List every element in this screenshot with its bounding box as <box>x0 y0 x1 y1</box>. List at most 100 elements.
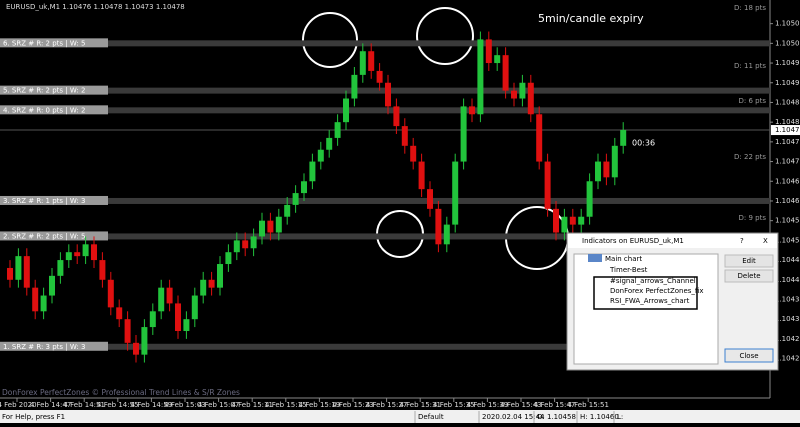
candle-body <box>91 244 97 261</box>
selection-box <box>593 276 698 310</box>
zone-band <box>0 197 770 204</box>
tree-icon <box>588 254 602 262</box>
tree-item[interactable]: Timer-Best <box>609 266 648 274</box>
dialog-titlebar <box>568 234 777 248</box>
candle-body <box>385 82 391 107</box>
zone-label: 3. SRZ # R: 1 pts | W: 3 <box>3 197 85 205</box>
candle-body <box>166 287 173 304</box>
status-field: Default <box>418 413 444 421</box>
y-tick-label: 1.10480 <box>775 118 800 126</box>
zone-band <box>0 343 770 350</box>
close-icon[interactable]: X <box>763 237 768 245</box>
y-tick-label: 1.10500 <box>775 39 800 47</box>
x-tick-label: 4 Feb 14:51 <box>63 401 104 409</box>
candle-body <box>233 240 240 253</box>
candle-body <box>124 319 131 343</box>
tree-item[interactable]: #signal_arrows_Channel <box>610 277 696 285</box>
edit-label: Edit <box>742 257 756 265</box>
help-button[interactable]: ? <box>740 237 744 245</box>
candle-body <box>452 161 459 225</box>
candle-body <box>401 126 408 146</box>
y-tick-label: 1.10455 <box>775 217 800 225</box>
candle-body <box>393 106 400 127</box>
candle-body <box>326 137 333 150</box>
zone-label: 2. SRZ # R: 2 pts | W: 5 <box>3 232 85 240</box>
candle-body <box>275 216 282 233</box>
tree-item[interactable]: DonForex PerfectZones_fix <box>610 287 704 295</box>
candle-body <box>259 220 265 237</box>
timer: 00:36 <box>632 139 655 148</box>
candle-body <box>527 82 534 115</box>
zone-band <box>0 107 770 114</box>
y-tick-label: 1.10470 <box>775 158 800 166</box>
status-field: O: 1.10458 <box>537 413 576 421</box>
x-tick-label: 4 Feb 14:59 <box>131 401 172 409</box>
highlight-circle <box>302 12 358 68</box>
candle-body <box>410 145 417 162</box>
x-tick-label: 4 Feb 15:31 <box>399 401 440 409</box>
candle-body <box>477 39 484 115</box>
status-field: For Help, press F1 <box>2 413 65 421</box>
y-tick-label: 1.10440 <box>775 276 800 284</box>
candle-body <box>443 224 450 245</box>
candle-body <box>309 161 316 182</box>
candle-body <box>217 264 223 288</box>
y-tick-label: 1.10435 <box>775 295 800 303</box>
current-price-box <box>771 125 800 136</box>
candle-body <box>250 236 257 249</box>
candle-body <box>502 55 509 91</box>
candle-body <box>175 303 181 332</box>
candle-body <box>376 70 383 83</box>
y-tick-label: 1.10425 <box>775 335 800 343</box>
candle-body <box>586 181 593 217</box>
annotation: 5min/candle expiry <box>538 12 644 25</box>
candle-body <box>65 252 72 261</box>
y-tick-label: 1.10485 <box>775 98 800 106</box>
candle-body <box>569 216 576 225</box>
tree-root[interactable]: Main chart <box>605 255 642 263</box>
candle-body <box>292 193 299 205</box>
y-tick-label: 1.10420 <box>775 355 800 363</box>
zone-band <box>0 40 770 47</box>
candle-body <box>107 279 114 308</box>
tree-item[interactable]: RSI_FWA_Arrows_chart <box>610 297 690 305</box>
zone-label-bg <box>0 85 108 95</box>
candle-body <box>183 319 190 332</box>
status-field: H: 1.10460 <box>580 413 619 421</box>
distance-label: D: 9 pts <box>739 214 767 222</box>
candle-body <box>611 145 618 178</box>
candle-body <box>519 82 526 99</box>
candle-body <box>32 287 39 312</box>
y-tick-label: 1.10450 <box>775 236 800 244</box>
x-tick-label: 4 Feb 15:39 <box>467 401 508 409</box>
x-tick-label: 4 Feb 2020 <box>0 401 37 409</box>
x-tick-label: 4 Feb 15:11 <box>231 401 272 409</box>
candle-body <box>200 279 207 296</box>
candle-body <box>49 275 55 296</box>
candle-body <box>578 216 585 225</box>
x-tick-label: 4 Feb 15:23 <box>332 401 373 409</box>
candle-body <box>99 260 106 280</box>
candle-body <box>427 189 433 209</box>
candle-body <box>133 342 139 355</box>
delete-label: Delete <box>738 272 761 280</box>
y-tick-label: 1.10430 <box>775 315 800 323</box>
zone-label-bg <box>0 231 108 241</box>
delete-button[interactable] <box>724 269 774 283</box>
candle-body <box>116 307 123 320</box>
candle-body <box>595 161 601 182</box>
candle-body <box>603 161 610 178</box>
edit-button[interactable] <box>724 254 774 268</box>
candle-body <box>620 130 627 146</box>
candle-body <box>536 114 543 162</box>
candle-body <box>351 74 358 99</box>
x-tick-label: 4 Feb 15:03 <box>164 401 205 409</box>
zone-label: 6. SRZ # R: 2 pts | W: 5 <box>3 39 85 47</box>
close-button[interactable] <box>724 348 774 363</box>
status-field: 2020.02.04 15:44 <box>482 413 545 421</box>
zone-label-bg <box>0 195 108 205</box>
x-tick-label: 4 Feb 15:07 <box>198 401 239 409</box>
current-price-label: 1.10478 <box>775 126 800 134</box>
